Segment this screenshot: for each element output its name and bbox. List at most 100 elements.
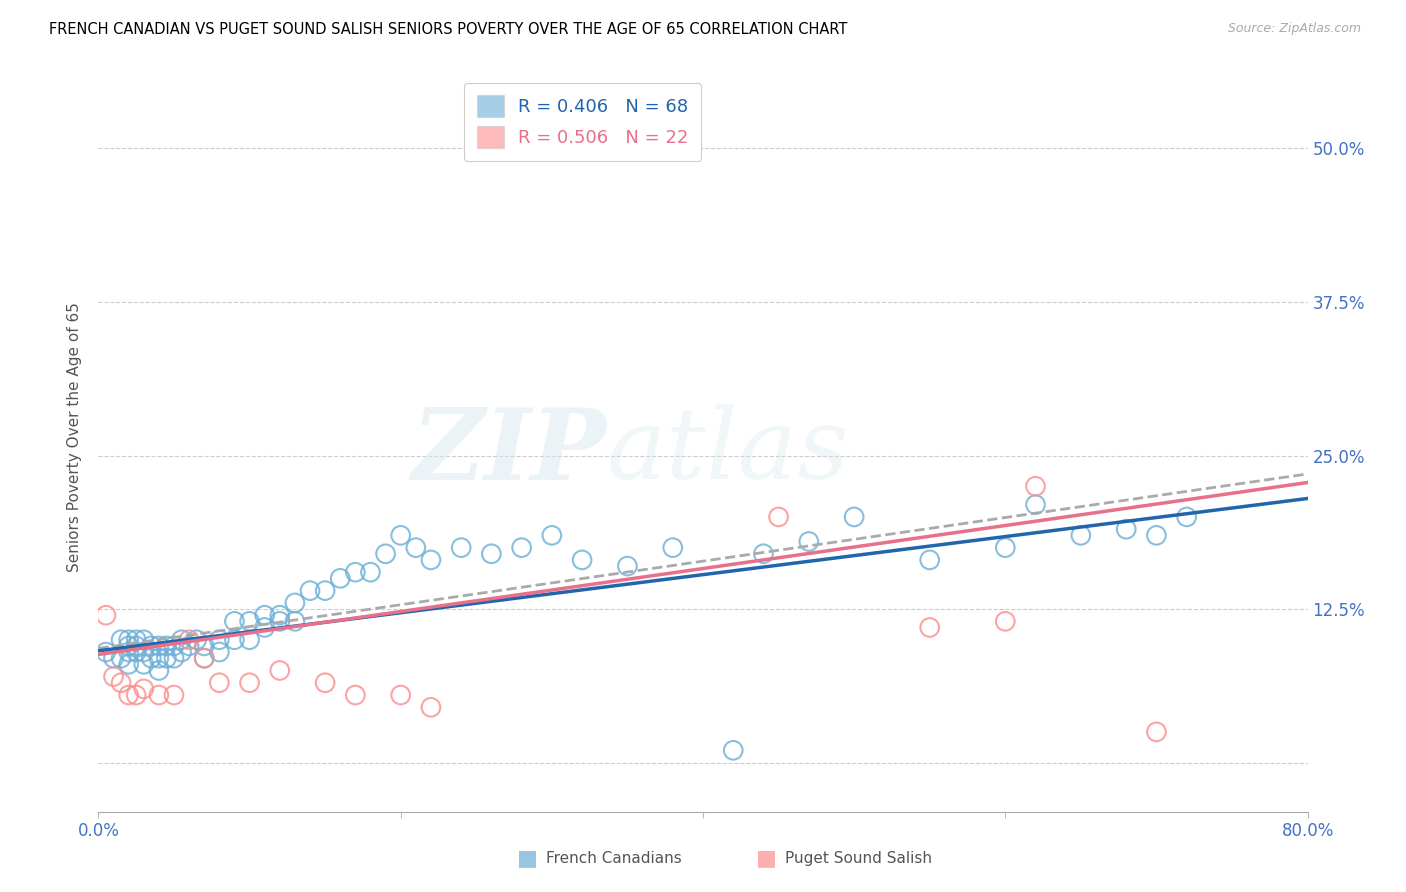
Text: Puget Sound Salish: Puget Sound Salish — [785, 851, 932, 865]
Point — [239, 632, 262, 647]
Point — [94, 645, 117, 659]
Point — [94, 608, 117, 623]
Point — [540, 528, 562, 542]
Point — [481, 547, 503, 561]
Point — [360, 565, 382, 579]
Point — [314, 583, 336, 598]
Point — [118, 645, 141, 659]
Point — [389, 688, 412, 702]
Point — [918, 553, 941, 567]
Point — [269, 664, 291, 678]
Point — [141, 651, 163, 665]
Point — [155, 651, 177, 665]
Point — [239, 615, 262, 629]
Point — [1024, 479, 1046, 493]
Point — [224, 615, 246, 629]
Point — [208, 632, 231, 647]
Point — [344, 688, 367, 702]
Point — [420, 700, 443, 714]
Point — [314, 675, 336, 690]
Point — [110, 632, 132, 647]
Point — [193, 639, 215, 653]
Point — [170, 632, 193, 647]
Text: Source: ZipAtlas.com: Source: ZipAtlas.com — [1227, 22, 1361, 36]
Point — [420, 553, 443, 567]
Point — [155, 639, 177, 653]
Point — [163, 639, 186, 653]
Point — [510, 541, 533, 555]
Point — [163, 651, 186, 665]
Point — [1070, 528, 1092, 542]
Point — [269, 615, 291, 629]
Point — [329, 571, 352, 585]
Point — [284, 596, 307, 610]
Point — [170, 645, 193, 659]
Point — [148, 664, 170, 678]
Point — [132, 645, 155, 659]
Point — [148, 688, 170, 702]
Point — [132, 632, 155, 647]
Point — [405, 541, 427, 555]
Point — [224, 632, 246, 647]
Point — [374, 547, 396, 561]
Point — [571, 553, 593, 567]
Point — [344, 565, 367, 579]
Text: French Canadians: French Canadians — [546, 851, 682, 865]
Point — [1175, 510, 1198, 524]
Point — [148, 651, 170, 665]
Point — [148, 639, 170, 653]
Point — [1115, 522, 1137, 536]
Text: ZIP: ZIP — [412, 404, 606, 500]
Point — [125, 632, 148, 647]
Point — [125, 639, 148, 653]
Text: atlas: atlas — [606, 404, 849, 500]
Point — [797, 534, 820, 549]
Text: FRENCH CANADIAN VS PUGET SOUND SALISH SENIORS POVERTY OVER THE AGE OF 65 CORRELA: FRENCH CANADIAN VS PUGET SOUND SALISH SE… — [49, 22, 848, 37]
Point — [208, 645, 231, 659]
Point — [994, 541, 1017, 555]
Point — [110, 675, 132, 690]
Text: ■: ■ — [517, 848, 537, 868]
Point — [118, 688, 141, 702]
Text: ■: ■ — [756, 848, 776, 868]
Point — [253, 608, 276, 623]
Point — [110, 651, 132, 665]
Point — [179, 632, 201, 647]
Point — [132, 657, 155, 672]
Point — [918, 620, 941, 634]
Point — [193, 651, 215, 665]
Point — [389, 528, 412, 542]
Point — [661, 541, 683, 555]
Point — [193, 651, 215, 665]
Point — [752, 547, 775, 561]
Point — [299, 583, 322, 598]
Point — [994, 615, 1017, 629]
Point — [118, 657, 141, 672]
Point — [132, 681, 155, 696]
Point — [284, 615, 307, 629]
Point — [103, 651, 125, 665]
Point — [269, 608, 291, 623]
Point — [125, 688, 148, 702]
Point — [1144, 724, 1167, 739]
Point — [616, 559, 638, 574]
Y-axis label: Seniors Poverty Over the Age of 65: Seniors Poverty Over the Age of 65 — [67, 302, 83, 572]
Point — [1024, 498, 1046, 512]
Point — [125, 645, 148, 659]
Point — [253, 620, 276, 634]
Point — [768, 510, 790, 524]
Point — [163, 688, 186, 702]
Legend: R = 0.406   N = 68, R = 0.506   N = 22: R = 0.406 N = 68, R = 0.506 N = 22 — [464, 83, 702, 161]
Point — [186, 632, 208, 647]
Point — [208, 675, 231, 690]
Point — [450, 541, 472, 555]
Point — [179, 639, 201, 653]
Point — [103, 670, 125, 684]
Point — [239, 675, 262, 690]
Point — [118, 639, 141, 653]
Point — [141, 639, 163, 653]
Point — [723, 743, 745, 757]
Point — [1144, 528, 1167, 542]
Point — [118, 632, 141, 647]
Point — [844, 510, 866, 524]
